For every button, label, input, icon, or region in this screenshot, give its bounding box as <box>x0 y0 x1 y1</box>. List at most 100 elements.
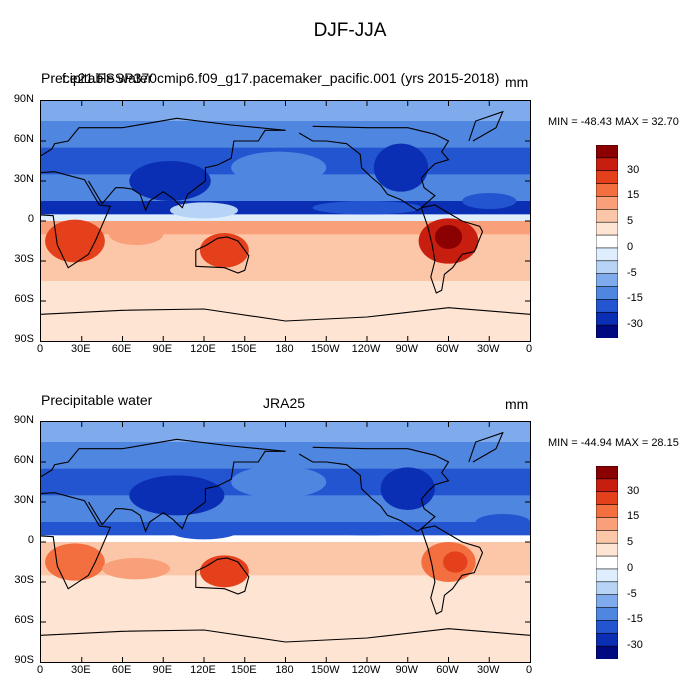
lon-tick-label: 120W <box>351 664 381 676</box>
map-blob <box>170 523 238 540</box>
units-label: mm <box>505 396 529 412</box>
colorbar-swatch <box>596 517 618 532</box>
colorbar-swatch <box>596 209 618 224</box>
map-band <box>41 221 530 235</box>
colorbar-swatch <box>596 632 618 647</box>
colorbar-tick-label: -30 <box>627 639 643 652</box>
map-blob <box>199 233 249 268</box>
colorbar-swatch <box>596 620 618 635</box>
map-panel <box>40 421 531 663</box>
lat-tick-label: 90S <box>14 654 34 666</box>
map-blob <box>231 151 327 184</box>
colorbar-swatch <box>596 299 618 314</box>
lon-tick-label: 90W <box>395 664 419 676</box>
lat-tick-label: 60S <box>14 293 34 305</box>
colorbar-swatches <box>596 145 618 338</box>
coastline <box>41 438 286 478</box>
colorbar-swatch <box>596 607 618 622</box>
lon-tick-label: 30E <box>70 664 91 676</box>
lon-tick-label: 60W <box>436 343 459 355</box>
colorbar-swatch <box>596 491 618 506</box>
coastline <box>298 125 450 211</box>
colorbar-tick-label: -15 <box>627 292 643 305</box>
panel-center-label: f.e21.FSSP370cmip6.f09_g17.pacemaker_pac… <box>62 70 500 86</box>
lat-tick-label: 90N <box>13 414 34 426</box>
colorbar-swatch <box>596 157 618 172</box>
map-blob <box>434 225 463 249</box>
colorbar-tick-label: -5 <box>627 587 637 600</box>
map-blob <box>443 551 468 573</box>
panel-left-label: Precipitable water <box>41 392 153 408</box>
lon-tick-label: 0 <box>525 343 533 355</box>
coastline <box>420 204 484 294</box>
colorbar-swatch <box>596 183 618 198</box>
colorbar-swatch <box>596 645 618 659</box>
colorbar-swatch <box>596 286 618 301</box>
contour-map <box>41 422 530 662</box>
colorbar-swatch <box>596 234 618 249</box>
colorbar-swatch <box>596 311 618 326</box>
map-band <box>41 495 530 523</box>
map-blob <box>102 558 171 580</box>
lon-tick-label: 90E <box>152 664 173 676</box>
coastline <box>88 450 286 533</box>
lon-tick-label: 0 <box>36 664 44 676</box>
lon-tick-label: 90W <box>395 343 419 355</box>
lat-tick-label: 30N <box>13 173 34 185</box>
colorbar-swatches <box>596 466 618 659</box>
coastline <box>195 236 250 274</box>
colorbar-tick-label: -30 <box>627 318 643 331</box>
map-blob <box>231 466 327 498</box>
lon-tick-label: 150W <box>310 664 340 676</box>
colorbar <box>596 145 618 338</box>
coastline <box>195 557 250 595</box>
coastline <box>41 492 112 590</box>
map-band <box>41 535 530 543</box>
lon-tick-label: 150W <box>310 343 340 355</box>
colorbar-tick-label: -15 <box>627 613 643 626</box>
lon-tick-label: 120E <box>190 343 216 355</box>
colorbar-swatch <box>596 555 618 570</box>
colorbar-swatch <box>596 466 618 480</box>
map-band <box>41 121 530 149</box>
map-band <box>41 201 530 215</box>
panel-left-label: Precipitable water <box>41 70 153 86</box>
map-blob <box>462 193 517 209</box>
lon-tick-label: 60E <box>111 343 132 355</box>
lon-tick-label: 30W <box>476 664 500 676</box>
colorbar-swatch <box>596 221 618 236</box>
lat-tick-label: 30S <box>14 253 34 265</box>
map-blob <box>475 514 530 530</box>
colorbar-swatch <box>596 530 618 545</box>
map-blob <box>373 143 429 192</box>
coastline <box>41 307 530 322</box>
map-panel <box>40 100 531 342</box>
coastline <box>420 525 484 615</box>
coastline <box>88 129 286 212</box>
lon-tick-label: 180 <box>275 343 294 355</box>
lon-tick-label: 30W <box>476 343 500 355</box>
colorbar-swatch <box>596 581 618 596</box>
map-blob <box>170 202 238 219</box>
lon-tick-label: 150E <box>230 343 257 355</box>
lon-tick-label: 90E <box>152 343 173 355</box>
lat-tick-label: 0 <box>27 213 34 225</box>
colorbar-tick-label: 5 <box>627 215 634 228</box>
colorbar-tick-label: 15 <box>627 189 640 202</box>
colorbar-swatch <box>596 196 618 211</box>
map-blob <box>380 467 435 510</box>
colorbar-tick-label: -5 <box>627 266 637 279</box>
colorbar-swatch <box>596 594 618 609</box>
colorbar-tick-label: 0 <box>627 240 634 253</box>
minmax-label: MIN = -44.94 MAX = 28.15 <box>548 437 679 449</box>
map-band <box>41 522 530 536</box>
map-band <box>41 628 530 662</box>
coastline <box>468 110 504 142</box>
map-band <box>41 602 530 630</box>
map-band <box>41 281 530 309</box>
lat-tick-label: 60S <box>14 614 34 626</box>
colorbar-swatch <box>596 504 618 519</box>
lat-tick-label: 0 <box>27 534 34 546</box>
map-blob <box>199 555 249 588</box>
map-blob <box>312 201 422 215</box>
